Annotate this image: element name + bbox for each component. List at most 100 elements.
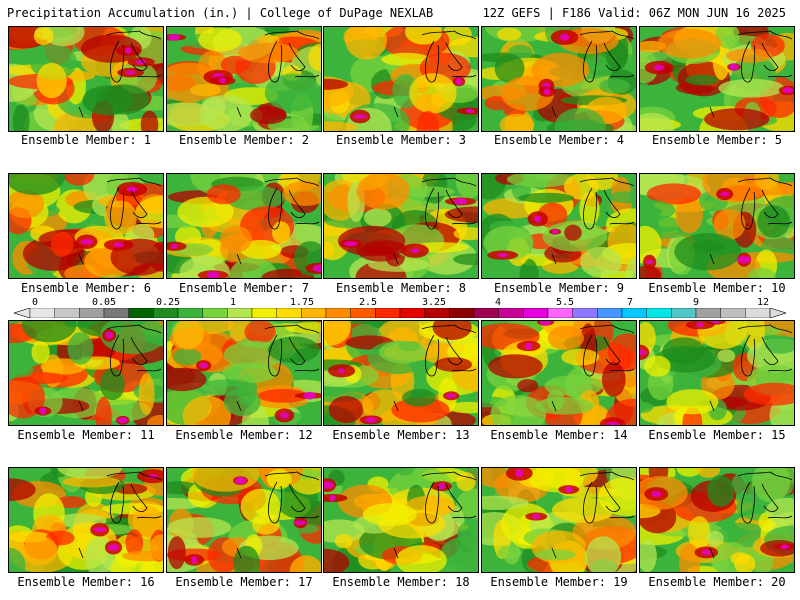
colorbar-tick-label: 5.5 [555,297,575,308]
colorbar-segment [646,308,672,318]
colorbar-segment [671,308,697,318]
ensemble-member-caption: Ensemble Member: 8 [335,281,467,295]
colorbar-tick-label: 0.05 [91,297,117,308]
colorbar-segment [498,308,524,318]
ensemble-member-caption: Ensemble Member: 4 [493,133,625,147]
colorbar-segment [128,308,154,318]
colorbar-tick-label: 0.25 [155,297,181,308]
precip-map [167,174,321,278]
ensemble-member-caption: Ensemble Member: 10 [648,281,786,295]
ensemble-panel [166,173,322,279]
colorbar-segment [103,308,129,318]
colorbar-segment [202,308,228,318]
ensemble-panel [323,467,479,573]
ensemble-member-caption: Ensemble Member: 6 [20,281,152,295]
ensemble-member-caption: Ensemble Member: 17 [175,575,313,589]
colorbar-tick-label: 7 [626,297,634,308]
ensemble-member-caption: Ensemble Member: 15 [648,428,786,442]
precip-map [640,27,794,131]
colorbar-segment [597,308,623,318]
ensemble-member-caption: Ensemble Member: 19 [490,575,628,589]
precip-map [9,321,163,425]
ensemble-panel [639,26,795,132]
ensemble-panel [639,467,795,573]
colorbar-segment [227,308,253,318]
colorbar-segment [54,308,80,318]
page-title: Precipitation Accumulation (in.) | Colle… [7,6,434,20]
precip-map [167,321,321,425]
colorbar-segment [720,308,746,318]
ensemble-panel [8,320,164,426]
ensemble-panel [639,173,795,279]
colorbar-tick-label: 2.5 [358,297,378,308]
ensemble-panel [166,467,322,573]
colorbar-segment [153,308,179,318]
precip-map [640,321,794,425]
precip-map [324,174,478,278]
precip-map [324,468,478,572]
colorbar-tick-label: 0 [31,297,39,308]
colorbar-tick-label: 3.25 [421,297,447,308]
precip-map [482,468,636,572]
ensemble-member-caption: Ensemble Member: 14 [490,428,628,442]
precip-map [640,174,794,278]
ensemble-panel [8,173,164,279]
ensemble-member-caption: Ensemble Member: 1 [20,133,152,147]
colorbar-segment [29,308,55,318]
ensemble-panel [481,26,637,132]
precip-map [167,27,321,131]
colorbar-segment [449,308,475,318]
colorbar-tick-label: 4 [494,297,502,308]
precip-map [640,468,794,572]
precip-map [324,321,478,425]
ensemble-panel [166,320,322,426]
colorbar-segment [621,308,647,318]
colorbar-segment [473,308,499,318]
colorbar-segment [399,308,425,318]
colorbar-segment [251,308,277,318]
colorbar-tick-label: 9 [692,297,700,308]
colorbar-segment [79,308,105,318]
colorbar-segment [375,308,401,318]
ensemble-member-caption: Ensemble Member: 13 [332,428,470,442]
ensemble-panel [8,467,164,573]
colorbar-segment [547,308,573,318]
ensemble-member-caption: Ensemble Member: 2 [178,133,310,147]
colorbar-segment [523,308,549,318]
ensemble-panel [481,467,637,573]
colorbar-segment [695,308,721,318]
colorbar-segment [424,308,450,318]
ensemble-member-caption: Ensemble Member: 16 [17,575,155,589]
ensemble-panel [323,320,479,426]
precip-map [9,468,163,572]
ensemble-panel [166,26,322,132]
ensemble-panel [8,26,164,132]
ensemble-member-caption: Ensemble Member: 20 [648,575,786,589]
precip-map [482,321,636,425]
colorbar-tick-label: 1 [229,297,237,308]
precip-map [9,174,163,278]
run-info: 12Z GEFS | F186 Valid: 06Z MON JUN 16 20… [482,6,786,20]
ensemble-member-caption: Ensemble Member: 18 [332,575,470,589]
ensemble-member-caption: Ensemble Member: 9 [493,281,625,295]
precip-map [324,27,478,131]
colorbar-segment [177,308,203,318]
ensemble-member-caption: Ensemble Member: 11 [17,428,155,442]
ensemble-panel [323,173,479,279]
ensemble-member-caption: Ensemble Member: 3 [335,133,467,147]
colorbar-segment [350,308,376,318]
colorbar-segment [572,308,598,318]
colorbar [14,308,786,318]
colorbar-right-arrow [769,308,786,318]
colorbar-left-arrow [14,308,31,318]
precip-map [482,174,636,278]
colorbar-segment [325,308,351,318]
ensemble-panel [481,320,637,426]
colorbar-segment [276,308,302,318]
ensemble-panel [481,173,637,279]
colorbar-tick-label: 1.75 [289,297,315,308]
colorbar-segment [301,308,327,318]
precip-map [167,468,321,572]
precip-map [482,27,636,131]
ensemble-member-caption: Ensemble Member: 7 [178,281,310,295]
